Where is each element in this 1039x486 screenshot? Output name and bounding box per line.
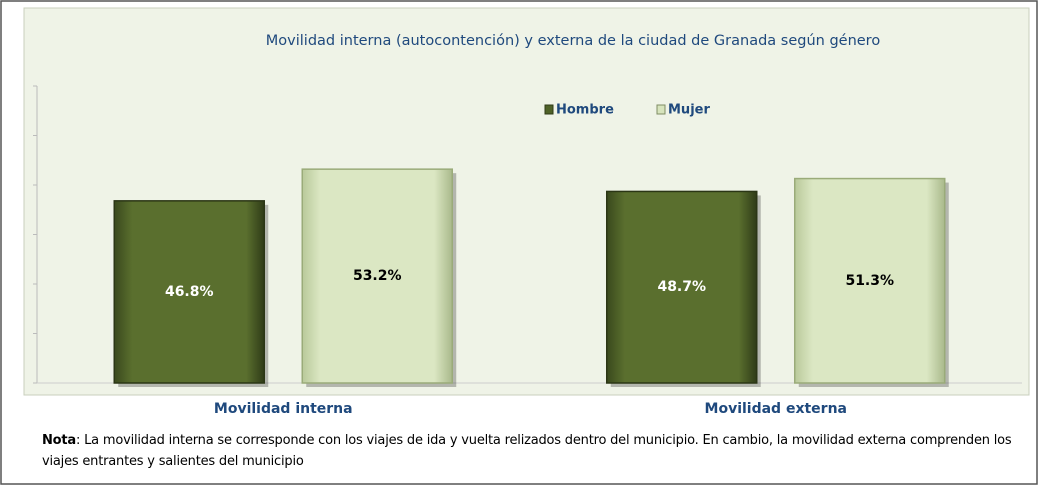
- chart-title: Movilidad interna (autocontención) y ext…: [266, 33, 881, 49]
- x-tick-label: Movilidad interna: [214, 401, 353, 417]
- legend-swatch: [544, 104, 554, 115]
- legend-label: Hombre: [556, 103, 614, 118]
- x-tick-label: Movilidad externa: [705, 401, 847, 417]
- bar: [301, 168, 453, 384]
- data-label: 53.2%: [353, 268, 402, 284]
- bar: [113, 200, 265, 384]
- data-label: 48.7%: [657, 279, 706, 295]
- data-label: 51.3%: [845, 273, 894, 289]
- note: Nota: La movilidad interna se correspond…: [42, 430, 1027, 472]
- bar: [794, 177, 946, 384]
- legend-swatch: [656, 104, 666, 115]
- legend-label: Mujer: [668, 103, 710, 118]
- data-label: 46.8%: [165, 284, 214, 300]
- note-text: : La movilidad interna se corresponde co…: [42, 433, 1012, 469]
- note-label: Nota: [42, 433, 76, 448]
- bar: [606, 190, 758, 384]
